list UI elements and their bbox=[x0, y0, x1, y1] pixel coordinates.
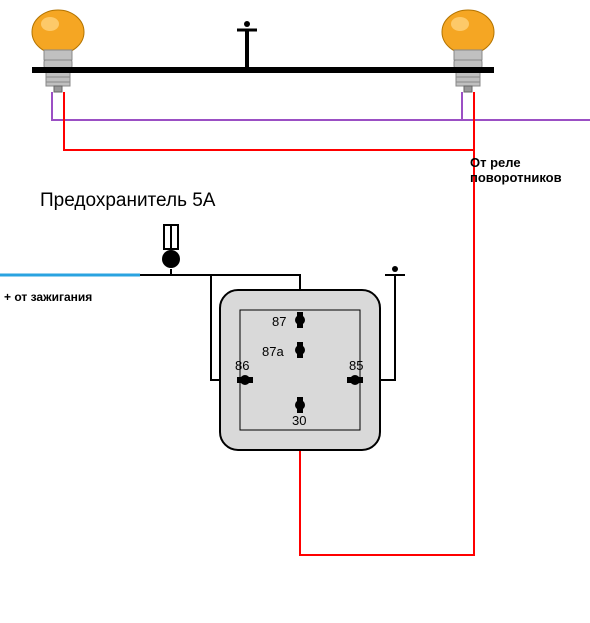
fuse-symbol bbox=[162, 225, 180, 268]
bulb bbox=[32, 10, 84, 92]
wiring-diagram: 30 85 86 87 87a bbox=[0, 0, 590, 623]
relay-pin-label-87a: 87a bbox=[262, 344, 284, 359]
ignition-label: + от зажигания bbox=[4, 290, 92, 304]
relay-pin-label-86: 86 bbox=[235, 358, 249, 373]
bulb bbox=[442, 10, 494, 92]
fuse-label: Предохранитель 5А bbox=[40, 190, 215, 212]
relay-pin-label-30: 30 bbox=[292, 413, 306, 428]
relay-source-label: От реле поворотников bbox=[470, 155, 562, 185]
purple-wire-left bbox=[52, 92, 590, 120]
relay-pin-label-87: 87 bbox=[272, 314, 286, 329]
relay-pin-label-85: 85 bbox=[349, 358, 363, 373]
